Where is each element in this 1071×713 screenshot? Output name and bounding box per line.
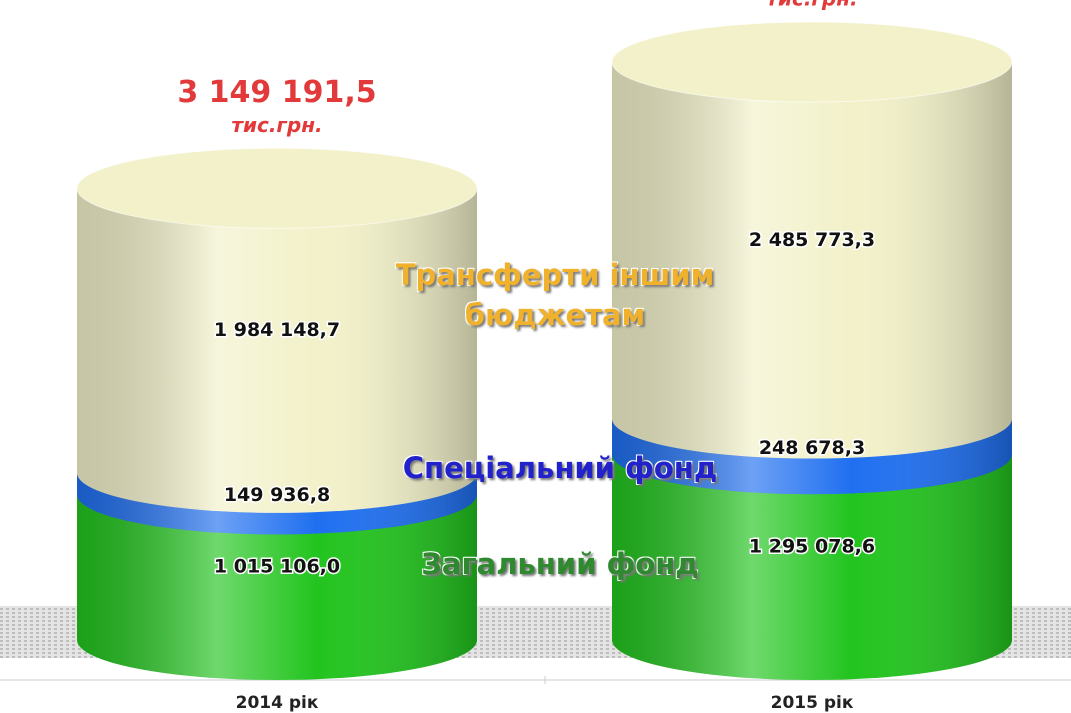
series-label: Загальний фонд [421,547,699,581]
segment-shade [77,188,477,513]
cylinder-top [76,147,478,229]
value-label: 1 984 148,7 [214,319,340,341]
total-label: 3 149 191,5 [177,75,376,110]
cylinder-top [611,21,1013,103]
value-label: 1 015 106,0 [214,556,340,578]
value-label: 1 295 078,6 [749,536,875,558]
segment-shade [77,494,477,680]
value-label: 149 936,8 [224,484,330,506]
segment-shade [612,62,1012,459]
x-tick-label: 2014 рік [236,693,319,713]
segment-shade [612,454,1012,680]
value-label: 2 485 773,3 [749,229,875,251]
series-label: Трансферти іншим бюджетам [395,258,715,332]
series-label: Спеціальний фонд [402,451,718,485]
x-tick-label: 2015 рік [771,693,854,713]
value-label: 248 678,3 [759,437,865,459]
unit-label: тис.грн. [231,113,322,137]
unit-label: тис.грн. [766,0,857,11]
